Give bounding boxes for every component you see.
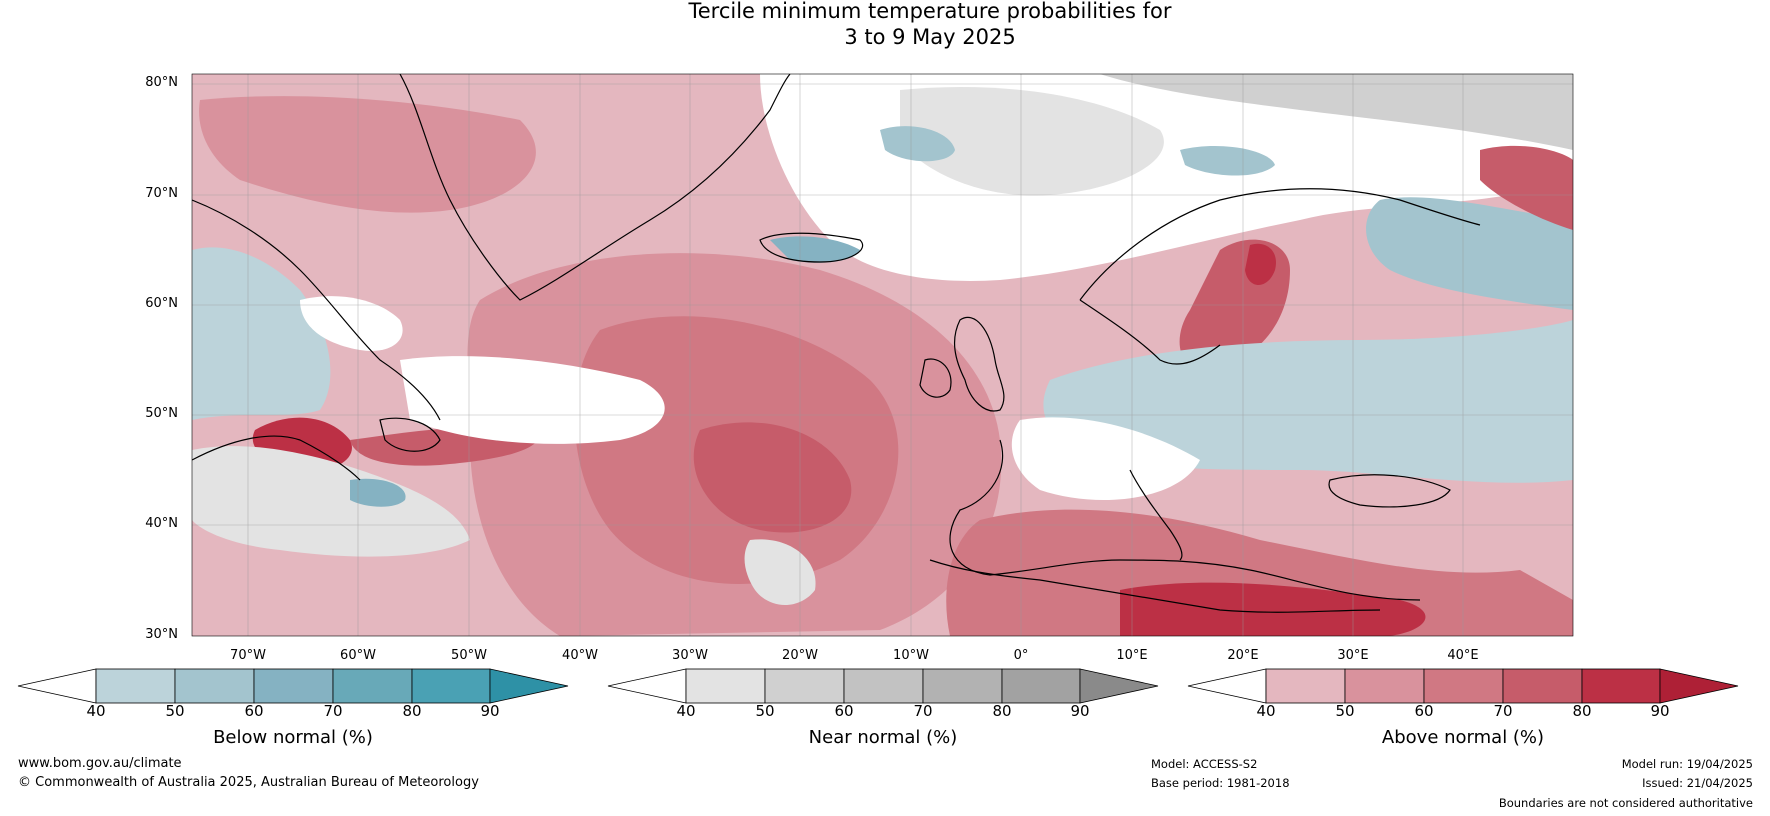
lat-label-70n: 70°N bbox=[145, 186, 178, 201]
lon-label-0: 0° bbox=[1013, 648, 1029, 663]
title-line-1: Tercile minimum temperature probabilitie… bbox=[688, 0, 1172, 23]
below-tick-90: 90 bbox=[480, 702, 500, 720]
lon-label-20e: 20°E bbox=[1227, 648, 1259, 663]
newfoundland-coast bbox=[379, 417, 441, 452]
lon-label-30w: 30°W bbox=[672, 648, 708, 663]
model-name: Model: ACCESS-S2 bbox=[1151, 757, 1258, 771]
above-tick-90: 90 bbox=[1650, 702, 1670, 720]
coastlines bbox=[192, 74, 1481, 613]
lon-label-40w: 40°W bbox=[562, 648, 598, 663]
north-africa-coast bbox=[929, 559, 1381, 613]
above-normal-label: Above normal (%) bbox=[1381, 727, 1545, 748]
base-period: Base period: 1981-2018 bbox=[1151, 776, 1290, 790]
lon-label-30e: 30°E bbox=[1337, 648, 1369, 663]
website-link[interactable]: www.bom.gov.au/climate bbox=[18, 756, 182, 771]
italy-coast bbox=[1129, 469, 1183, 561]
near-tick-40: 40 bbox=[676, 702, 696, 720]
norway-coast bbox=[1079, 299, 1221, 365]
near-tick-60: 60 bbox=[834, 702, 854, 720]
below-tick-40: 40 bbox=[86, 702, 106, 720]
lon-label-10w: 10°W bbox=[893, 648, 929, 663]
near-tick-70: 70 bbox=[913, 702, 933, 720]
black-sea-coast bbox=[1328, 474, 1451, 508]
model-run: Model run: 19/04/2025 bbox=[1621, 757, 1753, 771]
near-normal-label: Near normal (%) bbox=[808, 727, 958, 748]
british-isles-coast bbox=[954, 316, 1005, 412]
lon-label-60w: 60°W bbox=[340, 648, 376, 663]
issued-date: Issued: 21/04/2025 bbox=[1642, 776, 1753, 790]
probability-field bbox=[192, 74, 1573, 636]
colorbar-near-normal bbox=[607, 668, 1159, 704]
lon-label-10e: 10°E bbox=[1116, 648, 1148, 663]
below-tick-80: 80 bbox=[402, 702, 422, 720]
lat-label-80n: 80°N bbox=[145, 75, 178, 90]
lon-label-50w: 50°W bbox=[451, 648, 487, 663]
lat-label-40n: 40°N bbox=[145, 516, 178, 531]
below-tick-50: 50 bbox=[165, 702, 185, 720]
iceland-coast bbox=[759, 232, 864, 263]
above-tick-50: 50 bbox=[1335, 702, 1355, 720]
north-america-coast bbox=[192, 435, 361, 481]
graticule bbox=[192, 74, 1573, 636]
copyright: © Commonwealth of Australia 2025, Austra… bbox=[18, 775, 479, 790]
lat-label-50n: 50°N bbox=[145, 406, 178, 421]
scandinavia-coast bbox=[1079, 188, 1481, 301]
above-tick-70: 70 bbox=[1493, 702, 1513, 720]
ireland-coast bbox=[919, 358, 952, 398]
labrador-coast bbox=[192, 199, 441, 421]
lat-label-30n: 30°N bbox=[145, 627, 178, 642]
below-tick-60: 60 bbox=[244, 702, 264, 720]
europe-coast bbox=[949, 439, 1421, 601]
near-tick-50: 50 bbox=[755, 702, 775, 720]
below-tick-70: 70 bbox=[323, 702, 343, 720]
above-tick-40: 40 bbox=[1256, 702, 1276, 720]
near-tick-80: 80 bbox=[992, 702, 1012, 720]
lon-label-40e: 40°E bbox=[1447, 648, 1479, 663]
colorbar-below-normal bbox=[17, 668, 569, 704]
chart-title: Tercile minimum temperature probabilitie… bbox=[0, 0, 1770, 50]
near-tick-90: 90 bbox=[1070, 702, 1090, 720]
lon-label-20w: 20°W bbox=[782, 648, 818, 663]
above-tick-80: 80 bbox=[1572, 702, 1592, 720]
map-frame bbox=[191, 73, 1574, 637]
below-normal-label: Below normal (%) bbox=[213, 727, 373, 748]
lat-label-60n: 60°N bbox=[145, 296, 178, 311]
greenland-coast bbox=[399, 74, 791, 301]
title-line-2: 3 to 9 May 2025 bbox=[844, 25, 1016, 49]
disclaimer: Boundaries are not considered authoritat… bbox=[1498, 796, 1753, 810]
above-tick-60: 60 bbox=[1414, 702, 1434, 720]
lon-label-70w: 70°W bbox=[230, 648, 266, 663]
colorbar-above-normal bbox=[1187, 668, 1739, 704]
